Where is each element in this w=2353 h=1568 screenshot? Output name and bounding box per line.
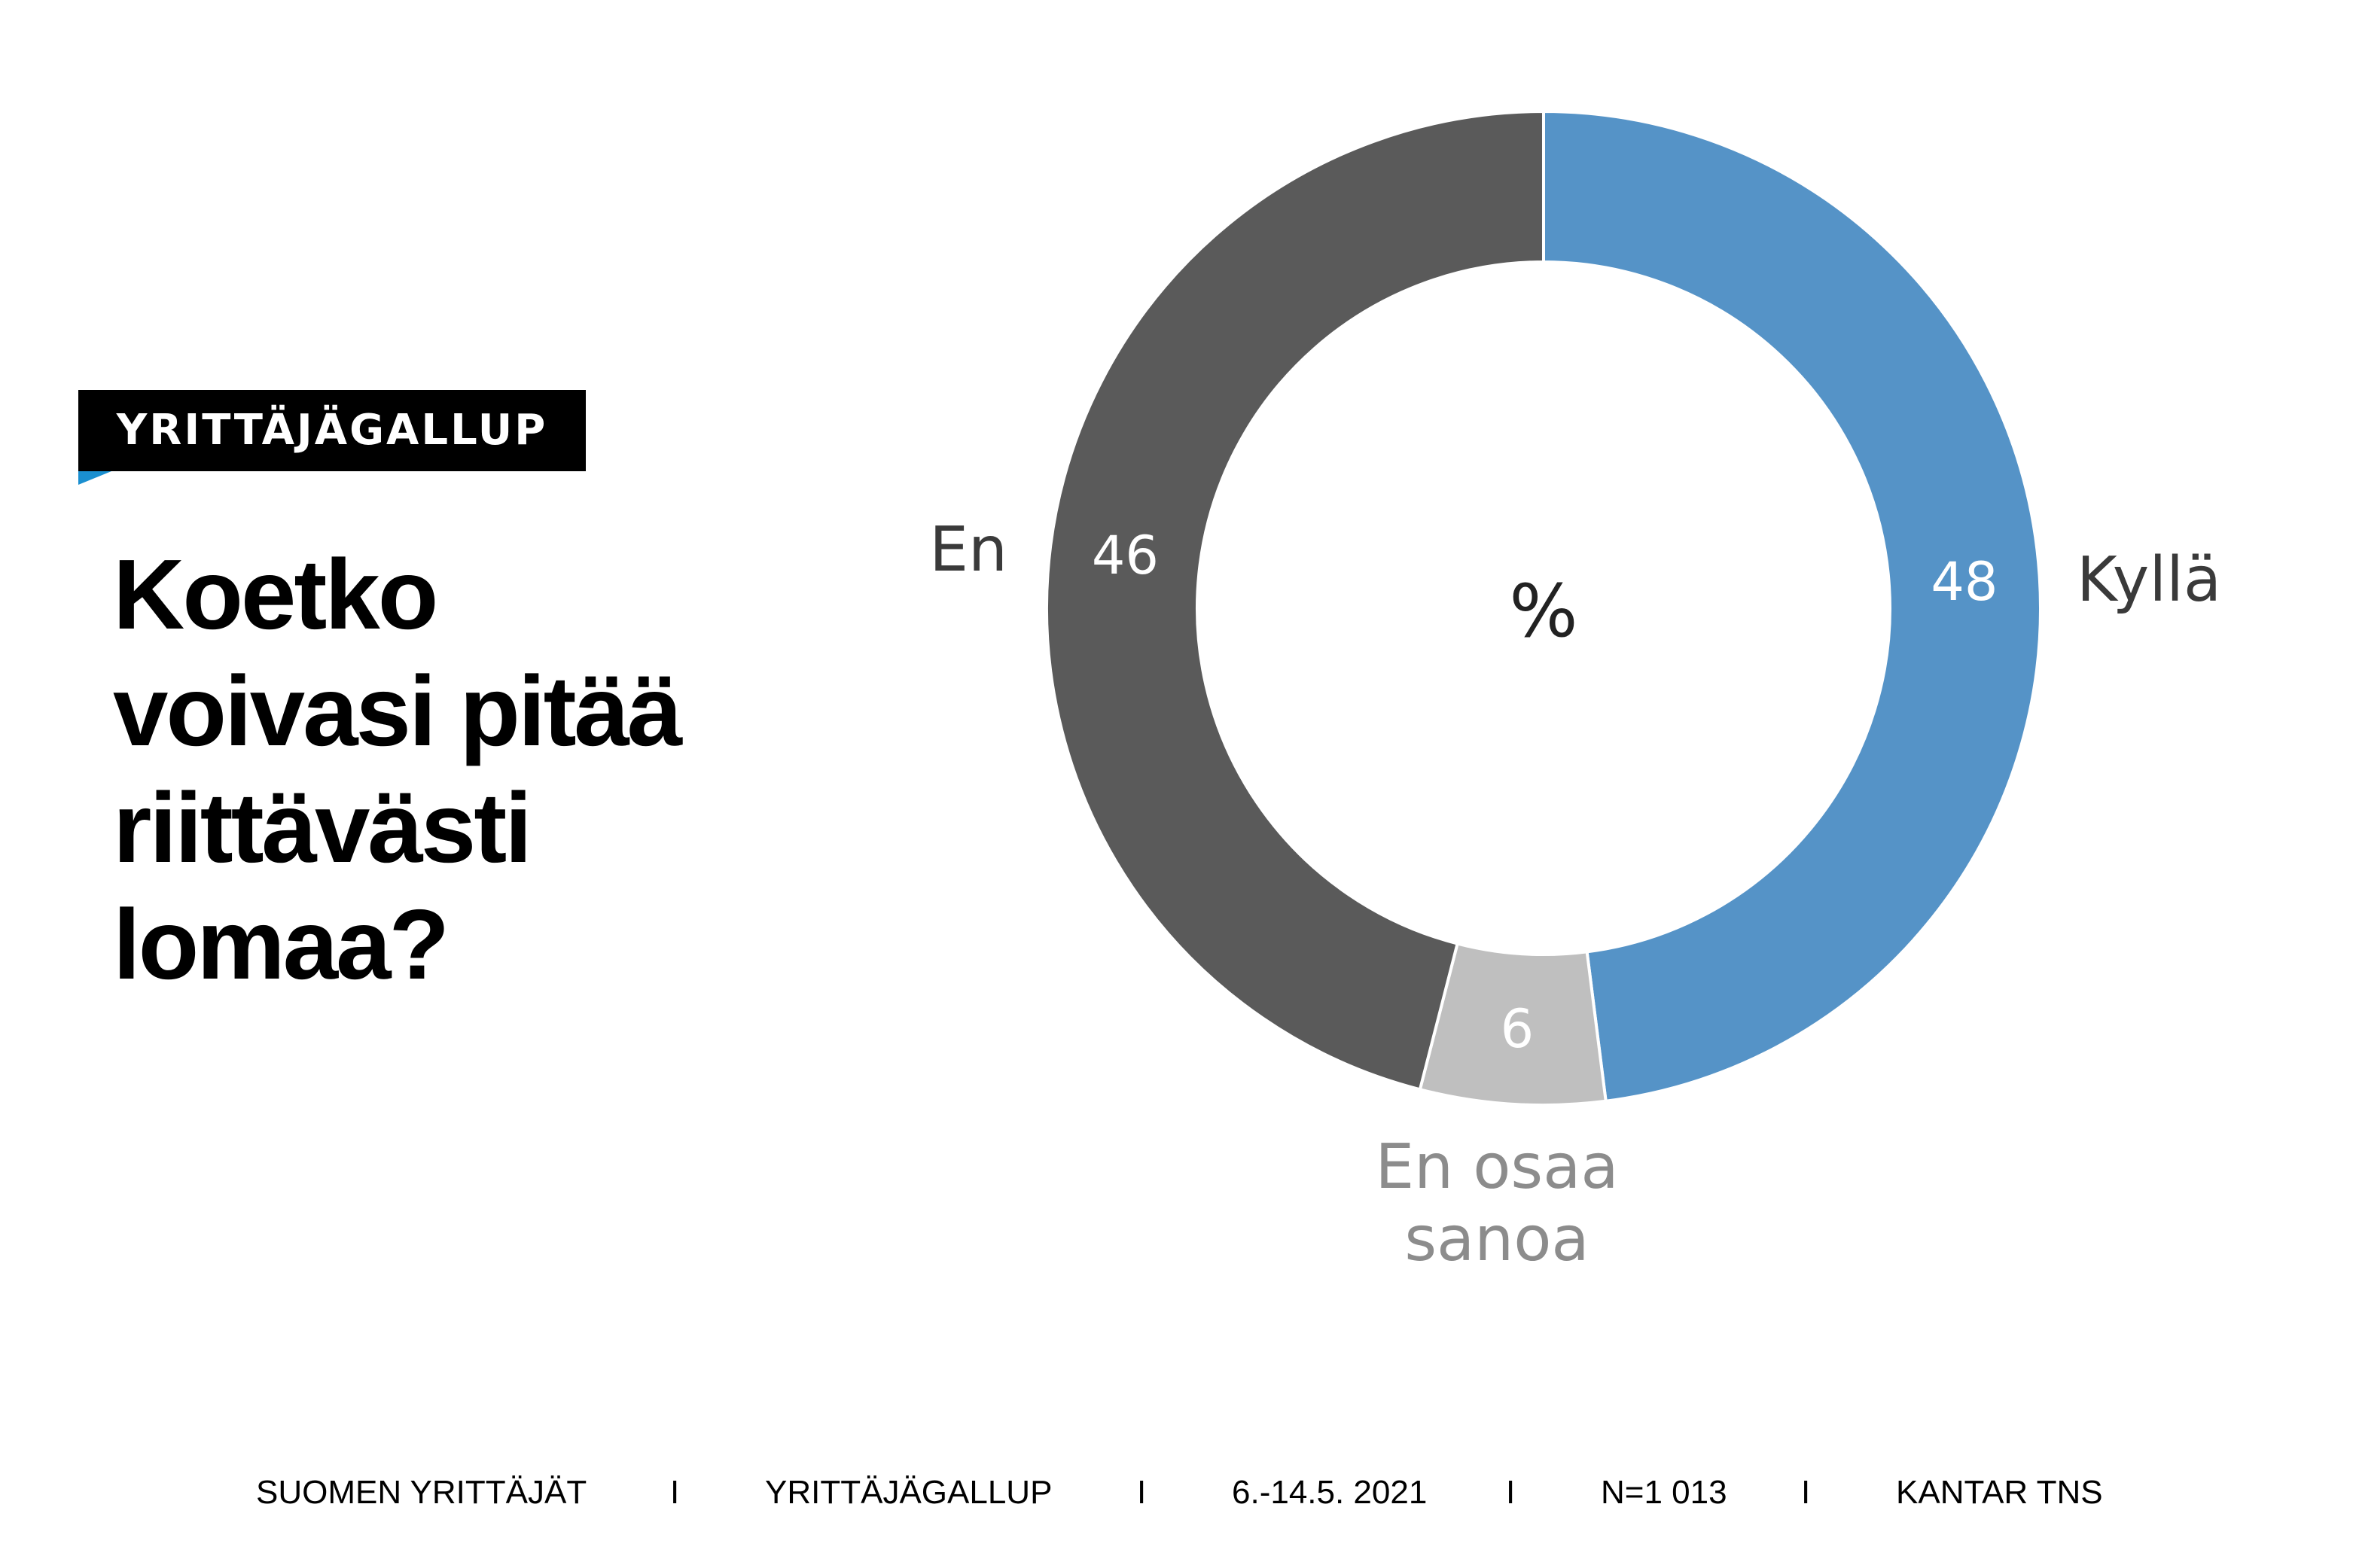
footer-separator: I bbox=[1137, 1474, 1147, 1511]
donut-slices bbox=[1045, 109, 2042, 1107]
footer-sample-size: N=1 013 bbox=[1601, 1474, 1727, 1511]
donut-value-label-en-osaa-sanoa: 6 bbox=[1501, 998, 1535, 1060]
footer-pollster: KANTAR TNS bbox=[1896, 1474, 2103, 1511]
footer-survey: YRITTÄJÄGALLUP bbox=[765, 1474, 1053, 1511]
category-badge: YRITTÄJÄGALLUP bbox=[78, 390, 586, 471]
donut-category-label-line: En osaa bbox=[1375, 1131, 1618, 1203]
chart-question: Koetko voivasi pitää riittävästi lomaa? bbox=[113, 536, 791, 1003]
donut-category-label-line: En bbox=[929, 514, 1007, 586]
footer-separator: I bbox=[1506, 1474, 1516, 1511]
question-line-1: Koetko bbox=[113, 539, 438, 650]
donut-value-label-en: 46 bbox=[1092, 525, 1159, 586]
question-line-2: voivasi pitää bbox=[113, 656, 682, 766]
footer-separator: I bbox=[670, 1474, 680, 1511]
footer-separator: I bbox=[1801, 1474, 1811, 1511]
footer: SUOMEN YRITTÄJÄT I YRITTÄJÄGALLUP I 6.-1… bbox=[0, 1474, 2353, 1519]
donut-category-labels: Kyllä En osaa sanoa En bbox=[929, 514, 2221, 1275]
donut-value-labels: 48 6 46 bbox=[1092, 525, 1998, 1060]
question-line-3: riittävästi bbox=[113, 772, 532, 883]
footer-source: SUOMEN YRITTÄJÄT bbox=[256, 1474, 587, 1511]
donut-slice-en bbox=[1045, 109, 1545, 1092]
donut-category-label-line: Kyllä bbox=[2077, 544, 2221, 616]
donut-value-label-kyll: 48 bbox=[1931, 551, 1998, 613]
question-line-4: lomaa? bbox=[113, 889, 450, 1000]
donut-category-label-en: En bbox=[929, 514, 1007, 586]
donut-category-label-line: sanoa bbox=[1404, 1204, 1589, 1275]
donut-category-label-kyll: Kyllä bbox=[2077, 544, 2221, 616]
donut-slice-kyll bbox=[1542, 109, 2042, 1104]
donut-category-label-en-osaa-sanoa: En osaa sanoa bbox=[1375, 1131, 1618, 1275]
footer-dates: 6.-14.5. 2021 bbox=[1232, 1474, 1428, 1511]
donut-center-label: % bbox=[1509, 569, 1577, 653]
